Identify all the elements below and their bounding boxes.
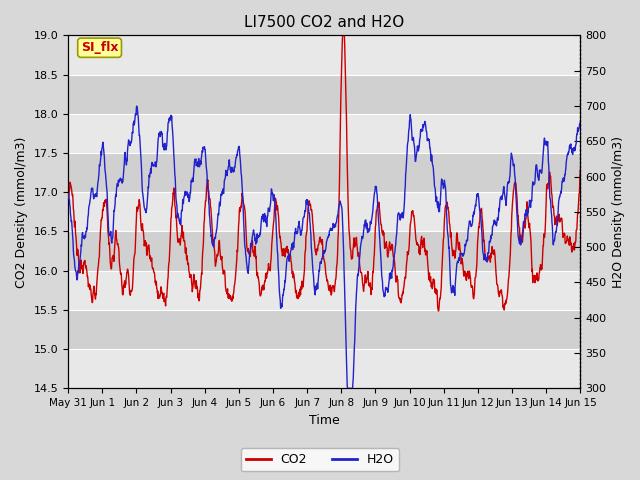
Bar [68, 192, 580, 231]
Y-axis label: H2O Density (mmol/m3): H2O Density (mmol/m3) [612, 136, 625, 288]
Bar [68, 349, 580, 388]
Bar [68, 74, 580, 114]
Bar [68, 231, 580, 271]
X-axis label: Time: Time [309, 414, 340, 427]
Bar [68, 271, 580, 310]
Bar [68, 114, 580, 153]
Title: LI7500 CO2 and H2O: LI7500 CO2 and H2O [244, 15, 404, 30]
Legend: CO2, H2O: CO2, H2O [241, 448, 399, 471]
Text: SI_flx: SI_flx [81, 41, 118, 54]
Y-axis label: CO2 Density (mmol/m3): CO2 Density (mmol/m3) [15, 136, 28, 288]
Bar [68, 153, 580, 192]
Bar [68, 36, 580, 74]
Bar [68, 310, 580, 349]
